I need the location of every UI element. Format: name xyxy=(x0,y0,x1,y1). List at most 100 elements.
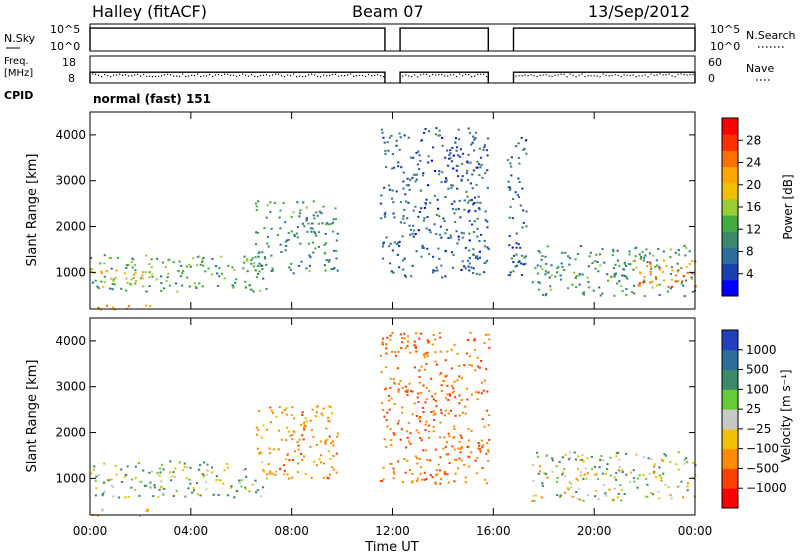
echo-cell xyxy=(618,280,621,283)
echo-cell xyxy=(517,177,520,180)
freq-frame xyxy=(89,55,696,84)
echo-cell xyxy=(408,224,411,227)
echo-cell xyxy=(327,223,331,226)
echo-cell xyxy=(581,454,584,456)
echo-cell xyxy=(180,265,183,267)
echo-cell xyxy=(459,451,462,454)
trace-dot xyxy=(596,75,598,77)
echo-cell xyxy=(202,475,205,478)
velocity-colorbar-segments xyxy=(722,330,738,509)
echo-cell xyxy=(328,259,331,261)
echo-cell xyxy=(643,276,646,279)
echo-cell xyxy=(430,377,433,380)
echo-cell xyxy=(102,492,105,495)
echo-cell xyxy=(138,494,141,497)
echo-cell xyxy=(420,392,423,394)
echo-cell xyxy=(450,251,454,254)
colorbar-segment xyxy=(722,349,738,371)
echo-cell xyxy=(254,256,257,259)
echo-cell xyxy=(654,476,658,478)
echo-cell xyxy=(581,458,584,461)
echo-cell xyxy=(437,134,440,137)
trace-dot xyxy=(104,73,106,76)
echo-cell xyxy=(424,478,427,481)
echo-cell xyxy=(157,495,160,498)
echo-cell xyxy=(235,278,238,281)
echo-cell xyxy=(466,160,469,163)
echo-cell xyxy=(269,470,272,473)
echo-cell xyxy=(487,424,490,427)
colorbar-segment xyxy=(722,134,738,151)
echo-cell xyxy=(650,492,653,494)
trace-dot xyxy=(518,75,520,77)
echo-cell xyxy=(216,272,219,275)
echo-cell xyxy=(520,136,523,139)
echo-cell xyxy=(471,173,474,176)
echo-cell xyxy=(450,348,453,351)
echo-cell xyxy=(658,466,661,469)
echo-cell xyxy=(646,261,649,264)
echo-cell xyxy=(220,255,223,258)
echo-cell xyxy=(318,210,321,213)
echo-cell xyxy=(450,160,453,163)
echo-cell xyxy=(568,257,571,260)
echo-cell xyxy=(416,480,419,483)
echo-cell xyxy=(383,415,386,418)
echo-cell xyxy=(453,380,456,383)
echo-cell xyxy=(290,230,293,233)
echo-cell xyxy=(515,264,518,267)
echo-cell xyxy=(415,250,418,253)
echo-cell xyxy=(423,353,426,355)
echo-cell xyxy=(439,482,442,485)
time-tick-label: 04:00 xyxy=(174,524,209,538)
echo-cell xyxy=(196,493,199,496)
echo-cell xyxy=(464,476,467,479)
echo-cell xyxy=(438,170,441,173)
echo-cell xyxy=(463,208,466,211)
echo-cell xyxy=(649,281,652,284)
echo-cell xyxy=(381,401,384,404)
echo-cell xyxy=(460,269,463,271)
echo-cell xyxy=(204,270,207,273)
echo-cell xyxy=(479,450,482,453)
echo-cell xyxy=(229,486,233,489)
echo-cell xyxy=(111,288,114,291)
trace-dot xyxy=(119,73,121,75)
echo-cell xyxy=(106,479,109,482)
echo-cell xyxy=(153,486,156,489)
echo-cell xyxy=(298,438,301,441)
echo-cell xyxy=(300,423,303,426)
trace-dot xyxy=(468,73,470,76)
echo-cell xyxy=(563,269,566,271)
echo-cell xyxy=(556,476,559,479)
echo-cell xyxy=(485,409,489,412)
echo-cell xyxy=(617,469,620,472)
echo-cell xyxy=(134,282,137,285)
echo-cell xyxy=(90,267,93,270)
echo-cell xyxy=(379,480,383,482)
ytick-label: 4000 xyxy=(55,334,86,348)
echo-cell xyxy=(428,130,431,133)
echo-cell xyxy=(269,201,272,204)
echo-cell xyxy=(301,222,305,225)
echo-cell xyxy=(392,166,396,169)
echo-cell xyxy=(517,142,520,145)
echo-cell xyxy=(439,456,442,459)
trace-dot xyxy=(611,74,613,77)
echo-cell xyxy=(406,436,409,439)
echo-cell xyxy=(322,462,326,465)
echo-cell xyxy=(446,149,449,152)
echo-cell xyxy=(486,259,489,262)
echo-cell xyxy=(386,411,389,414)
echo-cell xyxy=(435,474,438,477)
echo-cell xyxy=(380,354,383,357)
echo-cell xyxy=(635,266,638,269)
power-xticks xyxy=(89,112,696,309)
echo-cell xyxy=(390,270,393,273)
echo-cell xyxy=(172,261,175,264)
echo-cell xyxy=(244,486,247,489)
echo-cell xyxy=(651,493,654,496)
echo-cell xyxy=(628,253,631,256)
echo-cell xyxy=(215,475,218,478)
echo-cell xyxy=(453,480,456,483)
